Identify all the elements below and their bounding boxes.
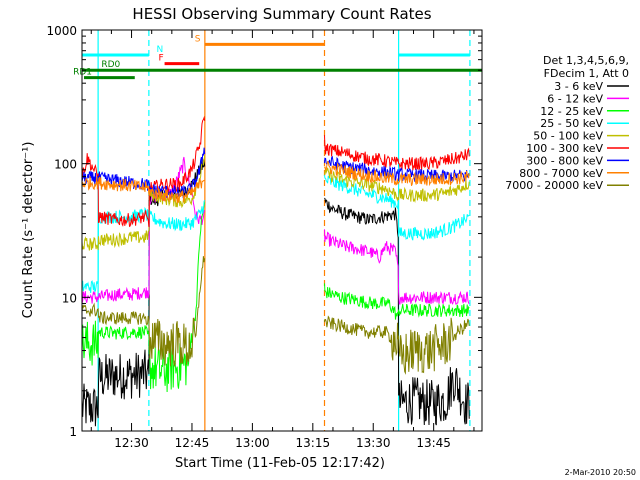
- x-tick-label: 13:15: [296, 436, 331, 450]
- series-line-0-1: [324, 197, 470, 426]
- series-line-7-1: [324, 160, 470, 187]
- flag-label: N: [157, 45, 164, 55]
- series-line-3-1: [324, 174, 470, 241]
- x-tick-label: 12:30: [114, 436, 149, 450]
- y-tick-label: 100: [54, 158, 77, 172]
- flag-label: F: [159, 54, 164, 64]
- x-tick-label: 12:45: [175, 436, 210, 450]
- y-tick-label: 1000: [46, 24, 77, 38]
- footer-date: 2-Mar-2010 20:50: [565, 468, 636, 477]
- plot-frame: [81, 29, 483, 432]
- legend-label: 25 - 50 keV: [540, 117, 603, 130]
- series-line-7-0: [81, 176, 205, 204]
- series-line-5-1: [324, 135, 470, 171]
- series-line-4-0: [81, 154, 206, 251]
- legend-label: 7000 - 20000 keV: [505, 179, 603, 192]
- y-tick-label: 1: [69, 425, 77, 439]
- axes: 1 10 100 1000 12:30 12:45 13:00 13:15 13:30 13:45: [46, 24, 482, 450]
- series-line-6-1: [324, 155, 470, 183]
- series-line-8-1: [324, 315, 470, 375]
- series-line-0-0: [81, 159, 206, 427]
- legend-label: 800 - 7000 keV: [519, 167, 603, 180]
- flag-label: S: [195, 34, 201, 44]
- series-line-6-0: [81, 147, 206, 199]
- series-line-2-0: [81, 202, 206, 393]
- series-line-8-0: [81, 256, 206, 368]
- x-tick-label: 13:30: [356, 436, 391, 450]
- x-axis-label: Start Time (11-Feb-05 12:17:42): [175, 456, 385, 471]
- legend-label: 3 - 6 keV: [554, 80, 603, 93]
- x-tick-label: 13:45: [416, 436, 451, 450]
- series-line-1-1: [324, 229, 470, 305]
- x-tick-label: 13:00: [235, 436, 270, 450]
- series-line-5-0: [81, 115, 206, 228]
- legend-label: 50 - 100 keV: [533, 130, 603, 143]
- flag-label: RD0: [101, 60, 120, 70]
- legend-label: 300 - 800 keV: [526, 154, 603, 167]
- legend-header: FDecim 1, Att 0: [544, 67, 629, 80]
- legend-header: Det 1,3,4,5,6,9,: [543, 54, 629, 67]
- y-axis-label: Count Rate (s⁻¹ detector⁻¹): [21, 142, 36, 319]
- series-line-4-1: [324, 167, 470, 204]
- y-tick-label: 10: [62, 291, 77, 305]
- chart-title: HESSI Observing Summary Count Rates: [132, 5, 431, 23]
- legend-label: 100 - 300 keV: [526, 142, 603, 155]
- series-line-2-1: [324, 283, 470, 320]
- legend-label: 12 - 25 keV: [540, 105, 603, 118]
- flag-bars: N S F RD0 RD1: [73, 34, 482, 80]
- series-lines: [81, 115, 470, 427]
- series-line-1-0: [81, 156, 206, 304]
- legend-label: 6 - 12 keV: [547, 92, 603, 105]
- legend: Det 1,3,4,5,6,9,FDecim 1, Att 03 - 6 keV…: [505, 54, 629, 192]
- flag-label: RD1: [73, 68, 92, 78]
